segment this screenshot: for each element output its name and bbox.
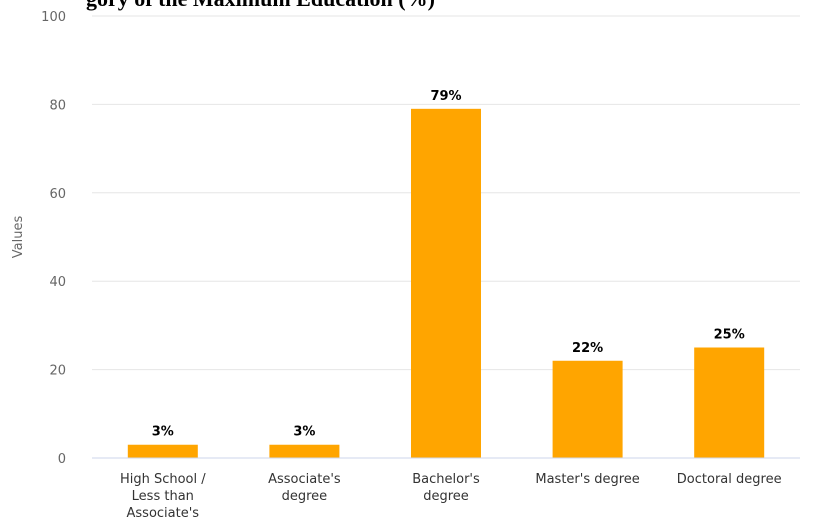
y-tick-label: 100	[41, 10, 66, 25]
x-tick-label: High School /	[120, 472, 206, 487]
bar	[694, 347, 765, 458]
bar	[269, 444, 340, 458]
x-tick-label: degree	[423, 489, 469, 504]
data-label: 3%	[152, 425, 174, 440]
y-tick-label: 20	[49, 364, 66, 379]
x-tick-label: Bachelor's	[412, 472, 480, 487]
bars	[127, 108, 765, 458]
x-tick-label: degree	[282, 489, 328, 504]
x-tick-label: Associate's	[127, 506, 200, 521]
bar	[552, 360, 623, 458]
data-label: 79%	[430, 89, 461, 104]
x-tick-label: Associate's	[268, 472, 341, 487]
data-labels: 3% 3% 79% 22% 25%	[152, 89, 745, 440]
bar	[127, 444, 198, 458]
x-tick-label: Less than	[132, 489, 194, 504]
y-tick-label: 60	[49, 187, 66, 202]
data-label: 22%	[572, 341, 603, 356]
x-tick-label: Master's degree	[535, 472, 639, 487]
y-tick-label: 80	[49, 98, 66, 113]
y-axis-title: Values	[11, 216, 26, 259]
bar	[411, 108, 481, 458]
y-tick-label: 40	[49, 275, 66, 290]
chart-title: gory of the Maximum Education (%)	[86, 0, 435, 11]
x-axis-labels: High School / Less than Associate's Associa…	[120, 472, 782, 521]
x-tick-label: Doctoral degree	[677, 472, 782, 487]
y-tick-label: 0	[58, 452, 66, 467]
data-label: 25%	[714, 328, 745, 343]
y-axis-ticks: 0 20 40 60 80 100	[41, 10, 66, 467]
data-label: 3%	[293, 425, 315, 440]
